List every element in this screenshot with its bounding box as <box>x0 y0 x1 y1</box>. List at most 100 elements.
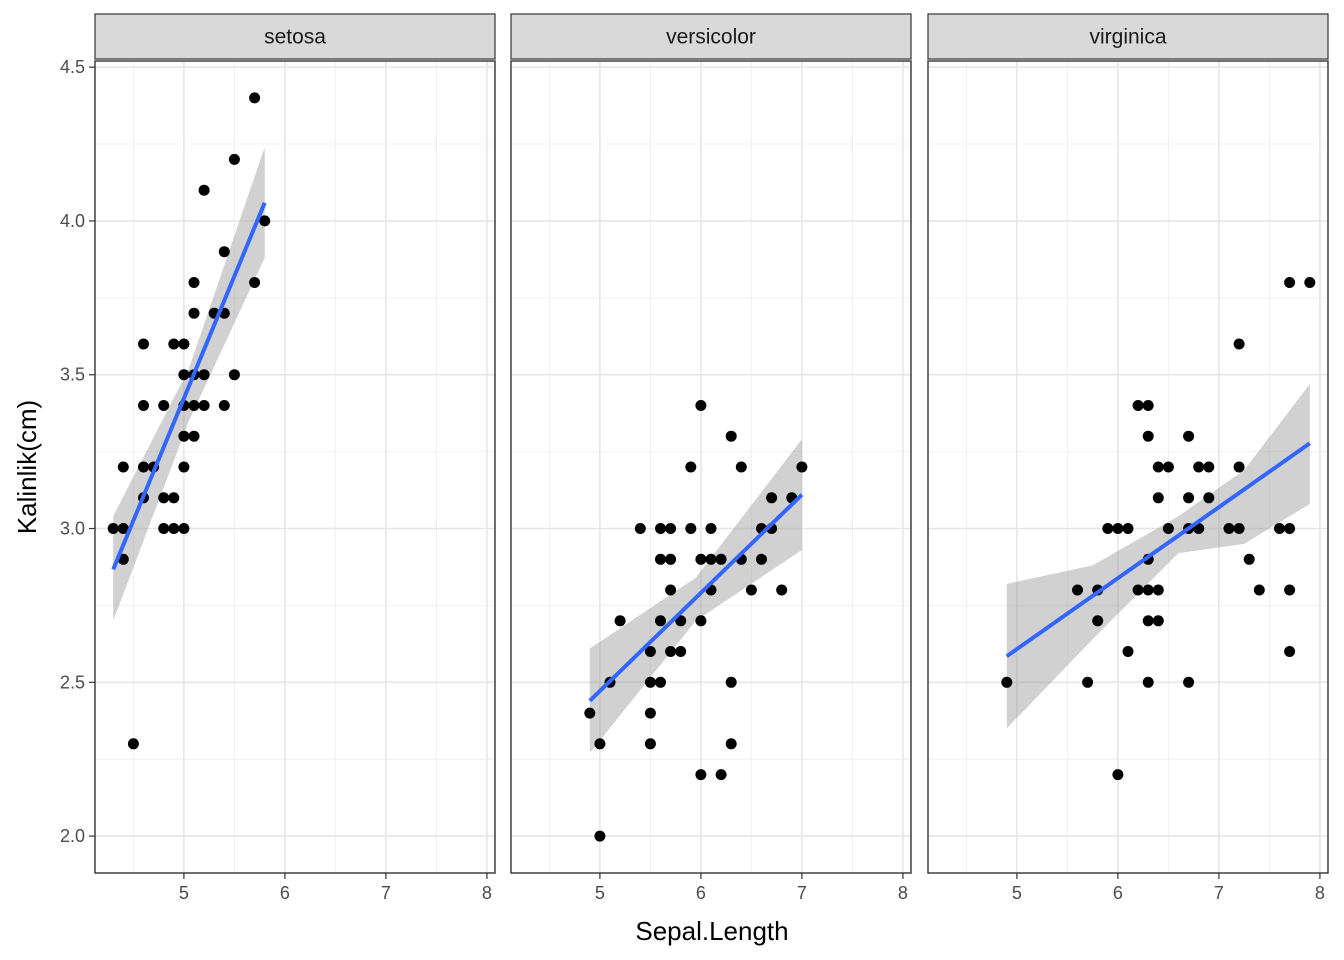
facet-panel-setosa: setosa 5 6 7 8 <box>94 13 496 903</box>
panel-border <box>94 60 496 874</box>
data-point <box>198 369 210 381</box>
data-point <box>665 646 677 657</box>
data-point <box>745 584 757 596</box>
data-point <box>695 400 707 411</box>
data-point <box>1142 584 1154 596</box>
data-point <box>725 738 737 750</box>
data-point <box>1152 492 1164 504</box>
data-point <box>117 523 129 534</box>
data-point <box>218 400 230 411</box>
data-point <box>1112 523 1124 534</box>
data-point <box>198 184 210 196</box>
y-tick-label: 2.0 <box>60 826 85 846</box>
y-tick-label: 4.0 <box>60 211 85 231</box>
regression-line <box>1005 441 1311 658</box>
data-point <box>158 523 170 534</box>
x-tick-label: 7 <box>381 883 391 903</box>
y-tick-label: 3.0 <box>60 519 85 539</box>
x-tick-label: 5 <box>1012 883 1022 903</box>
regression-line <box>588 493 804 703</box>
x-tick-label: 6 <box>280 883 290 903</box>
data-point <box>188 277 200 288</box>
data-point <box>735 461 747 473</box>
x-tick-label: 5 <box>179 883 189 903</box>
facet-strip <box>510 13 912 60</box>
data-point <box>138 461 149 473</box>
data-point <box>685 461 697 473</box>
data-point <box>1233 338 1245 350</box>
data-point <box>715 553 727 565</box>
facet-strip <box>927 13 1329 60</box>
data-point <box>1152 615 1164 627</box>
data-point <box>644 738 656 750</box>
data-point <box>695 615 707 627</box>
data-point <box>218 246 230 258</box>
data-point <box>259 215 271 227</box>
data-point <box>665 553 677 565</box>
data-point <box>249 92 261 104</box>
facet-panels: setosa 5 6 7 8 versicolor 5 6 7 8 virginica 5 6 7 8 <box>94 13 1329 903</box>
x-tick-label: 7 <box>797 883 807 903</box>
data-point <box>117 461 129 473</box>
y-tick-label: 3.5 <box>60 365 85 385</box>
data-point <box>228 369 240 381</box>
panel-background <box>95 61 495 873</box>
panel-background <box>928 61 1328 873</box>
data-point <box>1304 277 1316 288</box>
data-point <box>178 369 190 381</box>
data-point <box>695 553 707 565</box>
data-point <box>594 830 606 842</box>
data-point <box>138 400 149 411</box>
data-point <box>1183 430 1195 442</box>
data-point <box>1001 676 1013 688</box>
data-point <box>1142 400 1154 411</box>
data-point <box>685 523 697 534</box>
data-point <box>1142 615 1154 627</box>
data-point <box>1162 523 1174 534</box>
panel-border <box>510 60 912 874</box>
data-point <box>665 523 677 534</box>
data-point <box>1233 523 1245 534</box>
x-tick-label: 8 <box>1315 883 1325 903</box>
data-point <box>138 338 149 350</box>
data-point <box>634 523 646 534</box>
data-point <box>1233 461 1245 473</box>
data-point <box>766 492 778 504</box>
data-point <box>1092 615 1104 627</box>
data-point <box>1162 461 1174 473</box>
data-point <box>756 553 767 565</box>
data-point <box>614 615 626 627</box>
data-point <box>655 523 666 534</box>
data-point <box>168 523 180 534</box>
data-point <box>644 707 656 719</box>
confidence-band <box>1006 384 1310 729</box>
panel-border <box>927 60 1329 874</box>
data-point <box>715 769 727 781</box>
x-tick-label: 8 <box>482 883 492 903</box>
x-tick-label: 6 <box>1113 883 1123 903</box>
data-point <box>655 615 666 627</box>
data-point <box>705 523 717 534</box>
data-point <box>178 523 190 534</box>
data-point <box>1122 523 1134 534</box>
data-point <box>1284 646 1296 657</box>
data-point <box>1072 584 1083 596</box>
data-point <box>1223 523 1235 534</box>
data-point <box>1132 584 1144 596</box>
data-point <box>1284 523 1296 534</box>
data-point <box>796 461 808 473</box>
facet-strip <box>94 13 496 60</box>
data-point <box>249 277 261 288</box>
data-point <box>1243 553 1255 565</box>
x-tick-label: 7 <box>1214 883 1224 903</box>
facet-strip-label: setosa <box>264 26 326 49</box>
data-point <box>675 646 687 657</box>
data-point <box>1122 646 1134 657</box>
data-point <box>178 338 190 350</box>
data-point <box>665 584 677 596</box>
data-point <box>158 492 170 504</box>
x-tick-label: 8 <box>898 883 908 903</box>
data-point <box>1193 461 1205 473</box>
facet-panel-virginica: virginica 5 6 7 8 <box>927 13 1329 903</box>
